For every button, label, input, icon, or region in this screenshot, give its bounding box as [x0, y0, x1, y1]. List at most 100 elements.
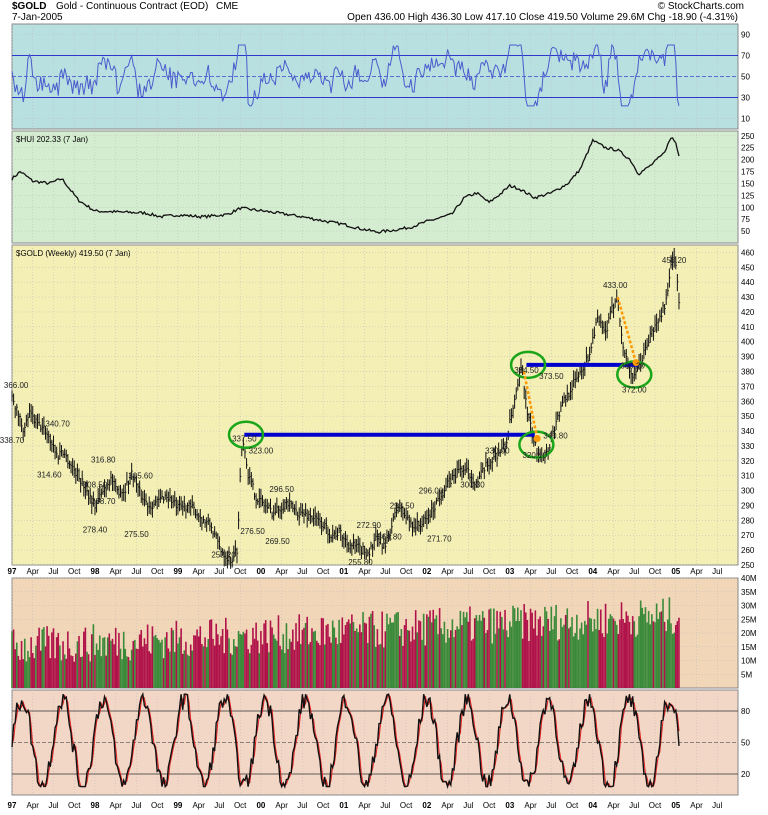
volume-bar — [311, 628, 313, 688]
y-tick-label: 225 — [741, 144, 755, 153]
volume-bar — [165, 632, 168, 688]
volume-bar — [177, 643, 179, 688]
volume-bar — [344, 625, 347, 688]
volume-bar — [606, 633, 608, 688]
volume-bar — [121, 659, 123, 688]
price-annotation: 276.50 — [240, 527, 265, 536]
volume-bar — [521, 638, 524, 688]
x-tick-label: 02 — [422, 567, 431, 576]
x-tick-label: Oct — [317, 567, 330, 576]
volume-bar — [403, 625, 406, 688]
volume-bar — [360, 632, 363, 688]
y-tick-label: 125 — [741, 191, 755, 200]
y-tick-label: 250 — [741, 132, 755, 141]
volume-bar — [138, 634, 141, 688]
volume-bar — [572, 636, 575, 688]
volume-bar — [445, 642, 447, 688]
y-tick-label: 390 — [741, 353, 755, 362]
volume-bar — [545, 611, 548, 688]
x-tick-label: Apr — [275, 801, 288, 810]
volume-bar — [196, 629, 198, 688]
volume-bar — [290, 641, 293, 688]
volume-bar — [574, 632, 577, 688]
volume-bar — [670, 623, 672, 688]
volume-bar — [154, 634, 157, 688]
price-annotation: 323.00 — [249, 446, 274, 455]
price-annotation: 338.70 — [0, 436, 25, 445]
volume-bar — [623, 622, 626, 688]
x-tick-label: Apr — [441, 801, 454, 810]
price-annotation: 340.70 — [45, 420, 70, 429]
volume-bar — [167, 648, 170, 688]
volume-bar — [146, 624, 149, 688]
volume-bar — [31, 652, 34, 688]
stochastic-k-line — [11, 691, 680, 789]
price-annotation: 330.90 — [485, 446, 510, 455]
volume-bar — [529, 608, 532, 688]
highlight-circle — [227, 420, 265, 450]
x-tick-label: Jul — [463, 567, 473, 576]
volume-bar — [277, 615, 280, 688]
x-tick-label: Jul — [712, 567, 722, 576]
volume-bar — [63, 654, 66, 688]
volume-bar — [217, 634, 219, 688]
volume-bar — [335, 637, 337, 688]
volume-bar — [288, 638, 291, 688]
price-annotation: 337.50 — [232, 435, 257, 444]
volume-bar — [426, 614, 428, 688]
volume-bar — [95, 643, 98, 688]
volume-bar — [614, 620, 616, 688]
volume-bar — [510, 626, 513, 688]
volume-bar — [256, 640, 259, 688]
exchange-label: CME — [216, 1, 239, 12]
volume-bar — [20, 640, 23, 688]
volume-bar — [78, 635, 80, 688]
y-tick-label: 380 — [741, 368, 755, 377]
volume-bar — [161, 639, 163, 688]
y-tick-label: 320 — [741, 457, 755, 466]
volume-bar — [643, 614, 645, 688]
y-tick-label: 420 — [741, 308, 755, 317]
x-tick-label: Jul — [463, 801, 473, 810]
volume-bar — [271, 627, 273, 688]
volume-bar — [336, 644, 339, 688]
volume-bar — [247, 649, 249, 688]
volume-bar — [172, 630, 174, 688]
volume-bar — [118, 632, 120, 688]
trend-arrow-head — [533, 434, 541, 442]
volume-bar — [577, 639, 580, 688]
y-tick-label: 400 — [741, 338, 755, 347]
highlight-circle — [509, 350, 547, 380]
volume-bar — [556, 640, 559, 688]
volume-bar — [378, 644, 380, 688]
volume-bar — [673, 632, 675, 688]
volume-bar — [625, 611, 628, 688]
volume-bar — [576, 614, 578, 688]
y-tick-label: 50 — [741, 739, 750, 748]
volume-bar — [639, 600, 642, 688]
volume-bar — [218, 644, 221, 688]
x-tick-label: Jul — [297, 567, 307, 576]
volume-bar — [346, 621, 348, 688]
volume-bar — [384, 631, 387, 688]
volume-bar — [504, 609, 506, 688]
y-tick-label: 80 — [741, 707, 750, 716]
y-tick-label: 20M — [741, 629, 757, 638]
volume-bar — [604, 603, 607, 688]
volume-bar — [397, 611, 399, 688]
x-tick-label: Oct — [151, 567, 164, 576]
price-annotation: 305.60 — [128, 472, 153, 481]
price-annotation: 300.30 — [460, 481, 485, 490]
volume-bar — [22, 659, 24, 688]
volume-bar — [59, 645, 61, 688]
volume-bar — [151, 626, 154, 688]
x-tick-label: Oct — [649, 567, 662, 576]
volume-bar — [359, 624, 361, 688]
x-tick-label: Jul — [629, 801, 639, 810]
volume-bar — [137, 649, 139, 688]
volume-bar — [25, 661, 28, 688]
volume-bar — [406, 630, 409, 688]
volume-bar — [153, 636, 155, 688]
volume-bar — [532, 628, 535, 688]
x-tick-label: Oct — [400, 801, 413, 810]
